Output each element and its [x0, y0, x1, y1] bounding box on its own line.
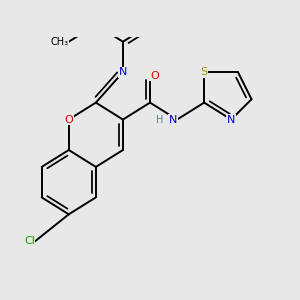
Text: S: S: [201, 67, 208, 77]
Text: O: O: [150, 70, 159, 80]
Text: N: N: [169, 115, 177, 124]
Text: CH₃: CH₃: [51, 37, 69, 47]
Text: H: H: [156, 115, 164, 124]
Text: N: N: [227, 115, 236, 124]
Text: O: O: [64, 115, 73, 124]
Text: Cl: Cl: [24, 236, 35, 246]
Text: N: N: [119, 67, 127, 77]
